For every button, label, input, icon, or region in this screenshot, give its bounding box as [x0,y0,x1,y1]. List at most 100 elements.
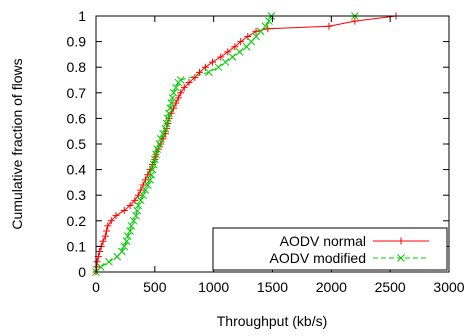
axes-layer: 0 500 1000 1500 2000 2500 3000 0 0.1 0.2 0.3 0.4 0.5… [67,8,465,295]
x-tick-label: 2500 [375,279,406,295]
data-point-aodv-modified [129,216,138,225]
data-point-aodv-modified [105,257,113,266]
data-point-aodv-modified [141,186,150,194]
data-point-aodv-modified [134,201,143,210]
data-point-aodv-normal [237,38,245,46]
y-tick-label: 0.2 [67,213,87,229]
data-point-aodv-normal [191,73,199,81]
data-point-aodv-normal [177,89,185,97]
series-line-aodv-modified [95,15,355,273]
y-tick-label: 0.4 [67,162,87,178]
data-point-aodv-modified [118,247,126,256]
data-point-aodv-normal [174,94,182,102]
data-point-aodv-modified [172,83,180,92]
data-point-aodv-normal [172,99,180,107]
data-point-aodv-normal [252,27,260,35]
y-tick-label: 0.3 [67,187,87,203]
data-point-aodv-modified [120,242,129,251]
data-point-aodv-normal [157,140,165,148]
y-tick-label: 0.1 [67,238,87,254]
data-point-aodv-modified [133,206,142,215]
data-point-aodv-modified [155,140,164,148]
data-point-aodv-modified [235,47,244,56]
y-tick-label: 0.6 [67,110,87,126]
data-point-aodv-modified [261,22,270,31]
data-point-aodv-modified [132,211,140,220]
data-point-aodv-modified [159,129,167,138]
y-tick-label: 0 [78,264,86,280]
legend-marker-aodv-modified [397,254,405,262]
data-point-aodv-normal [208,58,216,66]
y-tick-label: 1 [78,8,86,24]
x-tick-label: 1000 [198,279,229,295]
data-point-aodv-modified [169,88,178,97]
data-point-aodv-normal [244,32,252,40]
data-point-aodv-modified [165,109,173,118]
data-point-aodv-modified [167,99,176,107]
data-point-aodv-modified [123,232,132,241]
x-tick-label: 1500 [257,279,288,295]
data-point-aodv-modified [126,227,134,235]
legend-marker-aodv-normal [397,237,405,245]
data-point-aodv-modified [214,63,223,72]
data-point-aodv-normal [201,63,209,71]
y-tick-label: 0.7 [67,85,87,101]
data-point-aodv-modified [96,263,105,271]
legend-label-aodv-modified: AODV modified [270,250,366,266]
data-point-aodv-modified [176,76,185,84]
data-point-aodv-modified [150,155,159,164]
data-point-aodv-normal [224,48,232,56]
x-tick-label: 0 [92,279,100,295]
data-point-aodv-modified [136,196,145,205]
y-tick-label: 0.9 [67,34,87,50]
data-point-aodv-modified [205,68,213,77]
y-tick-label: 0.5 [67,136,87,152]
data-point-aodv-modified [153,145,162,153]
data-point-aodv-modified [152,150,160,159]
data-point-aodv-modified [156,135,165,143]
data-point-aodv-modified [221,58,230,66]
data-point-aodv-normal [107,217,115,225]
data-point-aodv-modified [162,119,171,128]
data-point-aodv-normal [180,84,188,92]
data-point-aodv-modified [147,170,156,179]
data-point-aodv-normal [351,17,359,25]
data-point-aodv-normal [101,232,109,240]
data-point-aodv-normal [103,227,111,235]
series-aodv-modified [92,12,359,276]
data-point-aodv-modified [149,160,158,169]
data-point-aodv-modified [166,104,174,113]
data-point-aodv-modified [139,191,147,200]
data-point-aodv-normal [217,53,225,61]
x-tick-label: 3000 [433,279,464,295]
data-point-aodv-normal [126,201,134,209]
data-point-aodv-normal [185,79,193,87]
y-axis-label: Cumulative fraction of flows [9,58,25,229]
data-point-aodv-modified [143,181,152,189]
data-point-aodv-modified [228,53,237,61]
legend-label-aodv-normal: AODV normal [280,233,366,249]
x-tick-label: 500 [143,279,167,295]
data-point-aodv-modified [127,222,136,230]
legend: AODV normal AODV modified [212,227,448,271]
data-point-aodv-normal [325,22,333,30]
data-point-aodv-normal [163,125,171,133]
data-point-aodv-normal [96,248,104,256]
data-point-aodv-normal [131,196,139,204]
data-point-aodv-modified [168,94,177,102]
legend-samples [373,237,429,262]
data-point-aodv-normal [231,43,239,51]
x-axis-label: Throughput (kb/s) [217,313,328,329]
data-point-aodv-modified [265,17,273,25]
data-point-aodv-normal [112,212,120,220]
data-point-aodv-modified [163,114,172,123]
y-tick-label: 0.8 [67,59,87,75]
data-point-aodv-normal [99,237,107,245]
data-point-aodv-normal [120,207,128,215]
data-point-aodv-modified [146,175,154,184]
data-point-aodv-normal [104,222,112,230]
data-point-aodv-normal [93,263,101,271]
data-point-aodv-modified [122,237,131,246]
x-tick-label: 2000 [316,279,347,295]
